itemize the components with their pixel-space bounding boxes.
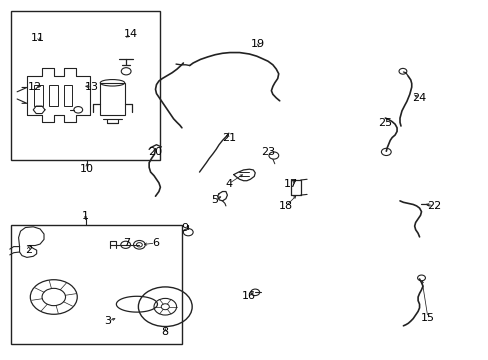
Text: 5: 5: [211, 195, 218, 205]
Bar: [100, 83, 124, 115]
Text: 3: 3: [104, 316, 111, 326]
Text: 20: 20: [148, 147, 162, 157]
Text: 17: 17: [284, 179, 297, 189]
Text: 12: 12: [28, 82, 42, 92]
Bar: [34, 85, 43, 106]
Text: 16: 16: [241, 291, 255, 301]
Text: 13: 13: [85, 82, 99, 92]
Text: 11: 11: [31, 33, 45, 43]
Text: 25: 25: [378, 118, 391, 128]
Text: 19: 19: [251, 39, 264, 49]
Text: 24: 24: [411, 93, 426, 103]
Text: 14: 14: [124, 29, 138, 39]
Text: 15: 15: [420, 312, 434, 323]
Text: 23: 23: [261, 147, 274, 157]
Text: 8: 8: [162, 327, 168, 337]
Text: 2: 2: [25, 245, 32, 255]
Text: 4: 4: [225, 179, 232, 189]
Bar: [11, 225, 182, 344]
Text: 18: 18: [279, 201, 292, 211]
Text: 6: 6: [152, 238, 159, 248]
Text: 9: 9: [181, 222, 188, 233]
Text: 22: 22: [426, 201, 441, 211]
Bar: [49, 85, 58, 106]
Text: 10: 10: [80, 164, 94, 174]
Bar: [11, 11, 160, 160]
Text: 1: 1: [82, 211, 89, 221]
Text: 7: 7: [122, 238, 129, 248]
Text: 21: 21: [222, 132, 235, 143]
Bar: [63, 85, 72, 106]
